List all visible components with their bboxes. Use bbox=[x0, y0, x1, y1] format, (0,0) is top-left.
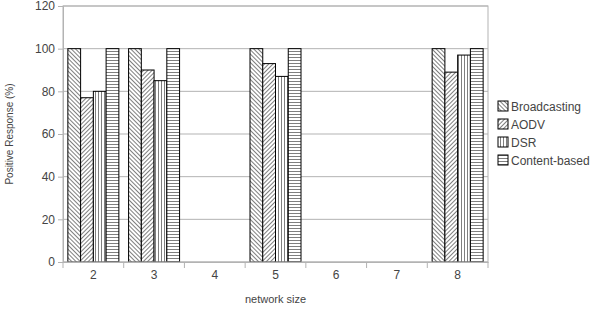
bar bbox=[81, 98, 94, 262]
legend: Broadcasting AODV DSR Content-based bbox=[498, 100, 590, 168]
x-separator bbox=[63, 262, 64, 268]
x-separator bbox=[427, 262, 428, 268]
chart: 0 20 40 60 80 100 120 2 3 4 5 6 7 8 network size Positi… bbox=[0, 0, 616, 315]
y-tick: 120 bbox=[35, 0, 63, 13]
bar-series bbox=[93, 55, 470, 262]
bar bbox=[470, 49, 483, 262]
legend-label: Broadcasting bbox=[511, 100, 581, 114]
bar bbox=[445, 72, 458, 262]
x-separator bbox=[184, 262, 185, 268]
bar bbox=[129, 49, 142, 262]
y-tick: 60 bbox=[42, 127, 63, 141]
y-tick: 40 bbox=[42, 170, 63, 184]
bar-series bbox=[81, 64, 458, 262]
x-tick: 7 bbox=[394, 262, 401, 282]
legend-item: AODV bbox=[498, 118, 545, 132]
y-tick-mark bbox=[58, 6, 63, 7]
bar bbox=[167, 49, 180, 262]
x-tick-label: 6 bbox=[333, 268, 340, 282]
y-tick-label: 20 bbox=[42, 213, 56, 227]
plot: 0 20 40 60 80 100 120 2 3 4 5 6 7 8 bbox=[35, 0, 489, 282]
legend-label: Content-based bbox=[511, 154, 590, 168]
legend-item: Content-based bbox=[498, 154, 590, 168]
bar bbox=[276, 76, 289, 262]
legend-label: DSR bbox=[511, 136, 537, 150]
bar bbox=[68, 49, 81, 262]
x-tick: 4 bbox=[211, 262, 218, 282]
bar bbox=[106, 49, 119, 262]
bar bbox=[288, 49, 301, 262]
x-tick-label: 2 bbox=[90, 268, 97, 282]
x-tick: 8 bbox=[454, 262, 461, 282]
grid bbox=[63, 6, 488, 262]
x-axis-title: network size bbox=[245, 293, 306, 305]
y-axis-line bbox=[58, 7, 64, 263]
bar bbox=[141, 70, 154, 262]
x-tick: 5 bbox=[272, 262, 279, 282]
y-tick-label: 40 bbox=[42, 170, 56, 184]
legend-swatch bbox=[498, 155, 508, 165]
bar bbox=[250, 49, 263, 262]
x-axis-line bbox=[64, 262, 489, 263]
y-tick: 0 bbox=[48, 255, 63, 269]
bar-series bbox=[106, 49, 483, 262]
x-separator bbox=[245, 262, 246, 268]
bar-series bbox=[68, 49, 445, 262]
x-tick: 6 bbox=[333, 262, 340, 282]
x-separator bbox=[305, 262, 306, 268]
y-axis: 0 20 40 60 80 100 120 bbox=[35, 0, 64, 269]
legend-swatch bbox=[498, 101, 508, 111]
legend-swatch bbox=[498, 137, 508, 147]
x-tick: 2 bbox=[90, 262, 97, 282]
x-tick-label: 8 bbox=[454, 268, 461, 282]
y-tick-label: 80 bbox=[42, 85, 56, 99]
y-tick-mark bbox=[58, 91, 63, 92]
x-separator bbox=[123, 262, 124, 268]
bars bbox=[68, 49, 483, 262]
legend-label: AODV bbox=[511, 118, 545, 132]
y-tick: 100 bbox=[35, 42, 63, 56]
bar bbox=[93, 91, 106, 262]
y-tick: 80 bbox=[42, 85, 63, 99]
x-separators bbox=[63, 262, 488, 268]
plot-frame bbox=[63, 6, 488, 262]
y-tick-label: 60 bbox=[42, 127, 56, 141]
bar bbox=[154, 81, 167, 262]
legend-swatch bbox=[498, 119, 508, 129]
x-tick-label: 7 bbox=[394, 268, 401, 282]
legend-item: DSR bbox=[498, 136, 537, 150]
y-tick-mark bbox=[58, 219, 63, 220]
y-tick-label: 100 bbox=[35, 42, 55, 56]
legend-item: Broadcasting bbox=[498, 100, 581, 114]
x-separator bbox=[366, 262, 367, 268]
y-tick: 20 bbox=[42, 213, 63, 227]
y-tick-mark bbox=[58, 49, 63, 50]
y-tick-mark bbox=[58, 134, 63, 135]
bar bbox=[458, 55, 471, 262]
x-separator bbox=[488, 262, 489, 268]
y-axis-title: Positive Response (%) bbox=[4, 83, 15, 184]
x-tick: 3 bbox=[151, 262, 158, 282]
bar bbox=[432, 49, 445, 262]
grid-line bbox=[63, 48, 488, 49]
x-tick-label: 3 bbox=[151, 268, 158, 282]
x-axis: 2 3 4 5 6 7 8 bbox=[63, 262, 489, 282]
x-tick-label: 5 bbox=[272, 268, 279, 282]
y-tick-mark bbox=[58, 262, 63, 263]
y-tick-mark bbox=[58, 177, 63, 178]
y-tick-label: 0 bbox=[48, 255, 55, 269]
y-tick-label: 120 bbox=[35, 0, 55, 13]
x-tick-label: 4 bbox=[211, 268, 218, 282]
bar bbox=[263, 64, 276, 262]
